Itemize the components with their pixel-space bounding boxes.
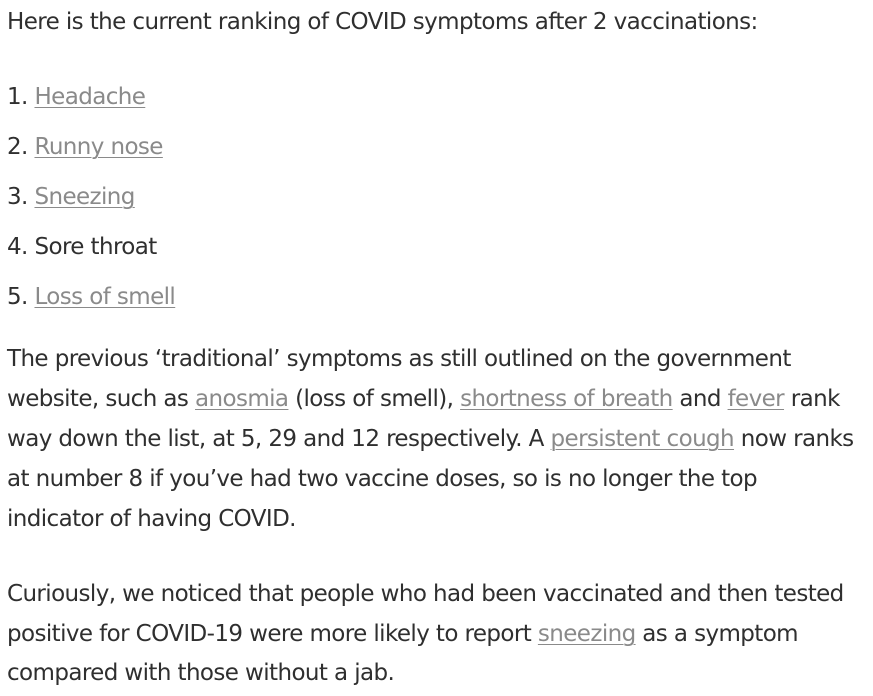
sneezing-link[interactable]: Sneezing	[34, 184, 135, 210]
headache-link[interactable]: Headache	[34, 84, 146, 110]
ranking-number: 1.	[7, 84, 28, 110]
ranking-item-1: 1. Headache	[7, 82, 146, 112]
persistent-cough-link[interactable]: persistent cough	[550, 426, 735, 452]
para2-line3: compared with those without a jab.	[7, 660, 395, 686]
para1-line3: way down the list, at 5, 29 and 12 respe…	[7, 424, 854, 454]
text-span: as a symptom	[635, 621, 798, 647]
ranking-number: 3.	[7, 184, 28, 210]
para1-line1: The previous ‘traditional’ symptoms as s…	[7, 346, 791, 372]
para1-line5: indicator of having COVID.	[7, 506, 297, 532]
para1-line4: at number 8 if you’ve had two vaccine do…	[7, 466, 758, 492]
ranking-number: 2.	[7, 134, 28, 160]
ranking-number: 4.	[7, 234, 28, 260]
para2-line1: Curiously, we noticed that people who ha…	[7, 581, 844, 607]
ranking-item-5: 5. Loss of smell	[7, 282, 176, 312]
ranking-item-4: 4. Sore throat	[7, 232, 157, 262]
text-span: positive for COVID-19 were more likely t…	[7, 621, 538, 647]
ranking-number: 5.	[7, 284, 28, 310]
shortness-of-breath-link[interactable]: shortness of breath	[460, 386, 673, 412]
anosmia-link[interactable]: anosmia	[195, 386, 289, 412]
text-span: website, such as	[7, 386, 196, 412]
para1-line2: website, such as anosmia (loss of smell)…	[7, 384, 840, 414]
text-span: now ranks	[734, 426, 854, 452]
para2-line2: positive for COVID-19 were more likely t…	[7, 619, 799, 649]
text-span: and	[672, 386, 728, 412]
fever-link[interactable]: fever	[727, 386, 785, 412]
loss-of-smell-link[interactable]: Loss of smell	[34, 284, 176, 310]
intro-text: Here is the current ranking of COVID sym…	[7, 9, 758, 35]
text-span: way down the list, at 5, 29 and 12 respe…	[7, 426, 551, 452]
ranking-item-3: 3. Sneezing	[7, 182, 135, 212]
runny-nose-link[interactable]: Runny nose	[34, 134, 163, 160]
sneezing-inline-link[interactable]: sneezing	[537, 621, 636, 647]
ranking-item-2: 2. Runny nose	[7, 132, 163, 162]
text-span: rank	[784, 386, 841, 412]
text-span: (loss of smell),	[288, 386, 461, 412]
sore-throat-text: Sore throat	[34, 234, 157, 260]
